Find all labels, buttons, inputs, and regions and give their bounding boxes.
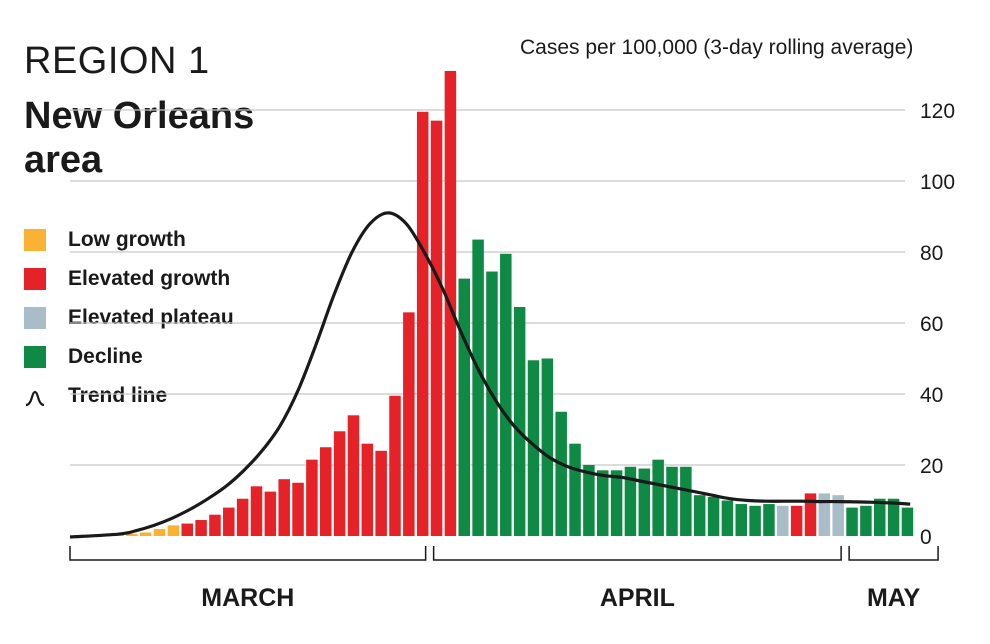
legend-item-elevated-growth: Elevated growth — [24, 259, 234, 298]
area-title: New Orleans area — [24, 95, 255, 181]
bar-33 — [569, 443, 581, 536]
legend-item-low-growth: Low growth — [24, 220, 234, 259]
bar-5 — [181, 523, 193, 536]
bar-2 — [139, 532, 152, 536]
bar-32 — [555, 411, 567, 536]
bars — [112, 70, 914, 537]
y-tick-label-20: 20 — [920, 455, 943, 478]
bar-57 — [901, 507, 914, 536]
month-label-march: MARCH — [201, 584, 294, 612]
bar-56 — [887, 498, 900, 536]
trend-line-icon — [25, 390, 45, 406]
y-tick-label-80: 80 — [920, 242, 943, 265]
legend-label-decline: Decline — [68, 344, 143, 368]
bar-48 — [777, 505, 789, 536]
bar-29 — [513, 307, 526, 536]
month-label-may: MAY — [867, 584, 921, 612]
trend-line-path — [69, 211, 911, 539]
legend-swatch-low-growth — [24, 228, 46, 251]
legend-item-decline: Decline — [24, 337, 234, 376]
bar-26 — [472, 239, 484, 536]
bar-41 — [680, 466, 692, 536]
month-label-april: APRIL — [600, 584, 675, 612]
bar-9 — [236, 498, 249, 536]
bar-50 — [804, 493, 817, 536]
bar-12 — [278, 479, 290, 536]
legend-swatch-elevated-growth — [24, 267, 46, 290]
legend-label-elevated-growth: Elevated growth — [68, 266, 231, 290]
bar-20 — [389, 395, 401, 536]
bar-22 — [416, 111, 429, 537]
bar-38 — [638, 468, 651, 536]
bar-21 — [403, 312, 415, 536]
bar-10 — [250, 486, 263, 536]
bar-18 — [361, 443, 374, 536]
bar-31 — [541, 358, 554, 536]
bar-1 — [126, 533, 138, 536]
bar-7 — [209, 514, 221, 536]
legend-item-trend-line: Trend line — [24, 376, 234, 415]
y-axis-ticks: 0 20 40 60 80 100 120 — [920, 100, 955, 549]
bar-25 — [458, 278, 470, 536]
bar-40 — [666, 466, 678, 536]
bar-14 — [306, 459, 318, 536]
month-bracket-may — [848, 546, 939, 561]
units-label: Cases per 100,000 (3-day rolling average… — [520, 36, 914, 59]
bar-53 — [846, 507, 858, 536]
bar-3 — [153, 528, 166, 536]
month-axis: MARCH APRIL MAY — [69, 546, 939, 612]
bar-16 — [333, 431, 346, 536]
bar-36 — [610, 470, 623, 536]
bar-4 — [167, 525, 180, 536]
bar-35 — [597, 470, 609, 536]
y-tick-label-120: 120 — [920, 100, 955, 123]
bar-28 — [500, 253, 512, 536]
bar-47 — [763, 504, 775, 536]
bar-23 — [430, 120, 443, 537]
trend-line — [69, 211, 911, 539]
y-tick-label-60: 60 — [920, 313, 943, 336]
y-tick-label-100: 100 — [920, 171, 955, 194]
bar-54 — [860, 505, 872, 536]
bar-27 — [486, 271, 498, 536]
bar-6 — [195, 520, 207, 536]
bar-42 — [693, 495, 706, 536]
bar-49 — [790, 505, 803, 536]
month-bracket-april — [432, 546, 842, 561]
bar-34 — [583, 465, 595, 536]
bar-39 — [652, 459, 664, 536]
bar-37 — [624, 466, 637, 536]
bar-46 — [749, 505, 761, 536]
bar-15 — [320, 447, 332, 536]
y-tick-label-40: 40 — [920, 384, 943, 407]
bar-19 — [375, 450, 387, 536]
bar-8 — [223, 507, 235, 536]
y-tick-label-0: 0 — [920, 526, 932, 549]
bar-44 — [721, 500, 734, 536]
bar-11 — [264, 491, 277, 536]
legend-swatch-elevated-plateau — [24, 306, 46, 329]
bar-52 — [832, 495, 844, 536]
bar-17 — [347, 415, 360, 536]
month-bracket-march — [69, 546, 427, 561]
legend-label-trend-line: Trend line — [68, 383, 168, 407]
bar-30 — [527, 360, 540, 536]
bar-43 — [707, 496, 720, 536]
bar-13 — [292, 482, 304, 536]
legend-swatch-decline — [24, 345, 46, 368]
region-title: REGION 1 — [24, 40, 210, 82]
legend-label-low-growth: Low growth — [68, 227, 186, 251]
bar-55 — [874, 498, 886, 536]
bar-45 — [735, 504, 747, 536]
bar-51 — [818, 493, 831, 536]
